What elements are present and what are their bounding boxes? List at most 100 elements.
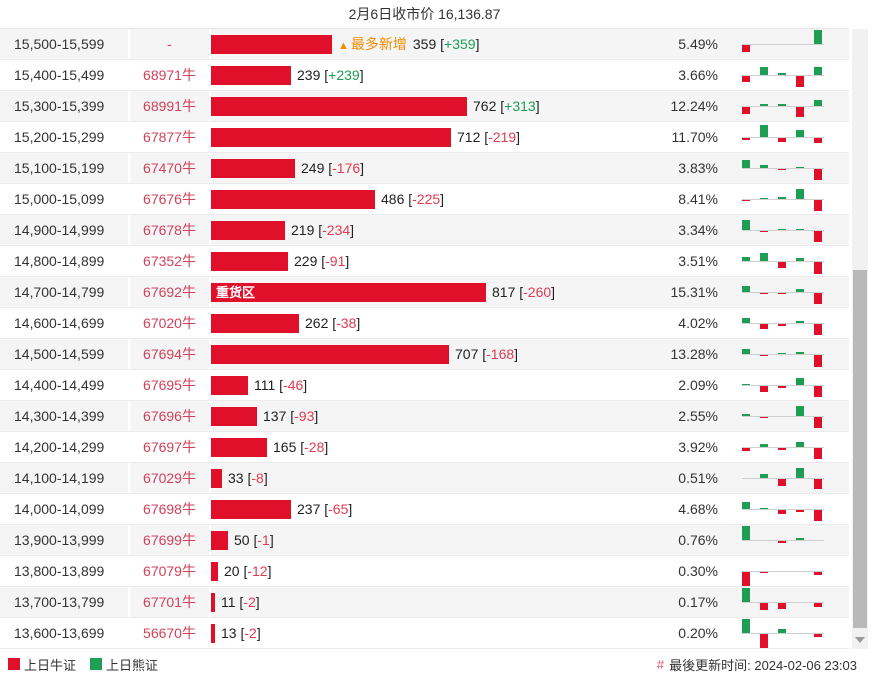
warrant-code[interactable]: 67079牛 — [130, 556, 211, 586]
scrollbar-thumb[interactable] — [853, 270, 867, 628]
bull-spark-bar — [796, 76, 804, 87]
bear-spark-bar — [760, 508, 768, 509]
spark-baseline — [742, 602, 824, 603]
bar-value: 262 — [305, 315, 329, 331]
mini-chart — [718, 122, 849, 152]
warrant-code[interactable]: 68971牛 — [130, 60, 211, 90]
bull-spark-bar — [760, 386, 768, 392]
warrant-code[interactable]: 68991牛 — [130, 91, 211, 121]
spark-area — [742, 370, 824, 400]
warrant-code[interactable]: 67695牛 — [130, 370, 211, 400]
bull-spark-bar — [814, 448, 822, 459]
bear-spark-bar — [760, 165, 768, 168]
price-range-label: 14,700-14,799 — [0, 277, 130, 307]
spark-area — [742, 525, 824, 555]
bear-spark-bar — [742, 526, 750, 540]
bar-change-value: -46 — [283, 377, 304, 393]
bar-cell: 712 [-219] — [211, 122, 632, 152]
bracket-open: [ — [249, 532, 258, 548]
price-range-label: 14,400-14,499 — [0, 370, 130, 400]
warrant-code[interactable]: 67696牛 — [130, 401, 211, 431]
bear-spark-bar — [814, 30, 822, 44]
bracket-close: ] — [360, 160, 365, 176]
bar-value-label: 262 [-38] — [305, 315, 360, 331]
bar-value: 237 — [297, 501, 321, 517]
warrant-code[interactable]: 67699牛 — [130, 525, 211, 555]
bull-spark-bar — [814, 603, 822, 607]
volume-bar — [211, 158, 295, 178]
warrant-code[interactable]: 67697牛 — [130, 432, 211, 462]
price-range-label: 14,000-14,099 — [0, 494, 130, 524]
spark-baseline — [742, 540, 824, 541]
percent-label: 11.70% — [671, 129, 718, 145]
bar-value-label: 359 [+359] — [413, 36, 480, 52]
percent-label: 0.17% — [678, 594, 718, 610]
bar-change-value: -168 — [486, 346, 515, 362]
volume-bar — [211, 65, 291, 85]
bar-value-label: 111 [-46] — [254, 377, 307, 393]
bear-spark-bar — [778, 229, 786, 230]
warrant-code[interactable]: 67701牛 — [130, 587, 211, 617]
bear-spark-bar — [742, 588, 750, 602]
bull-spark-bar — [814, 231, 822, 242]
bull-spark-bar — [742, 76, 750, 82]
bar-value: 707 — [455, 346, 479, 362]
bear-spark-bar — [778, 73, 786, 75]
bull-spark-bar — [760, 572, 768, 573]
bar-change-value: -28 — [304, 439, 325, 455]
bracket-open: [ — [314, 222, 323, 238]
warrant-code[interactable]: 67029牛 — [130, 463, 211, 493]
spark-baseline — [742, 75, 824, 76]
bar-change-value: -2 — [243, 594, 256, 610]
percent-label: 0.30% — [678, 563, 718, 579]
bear-spark-bar — [760, 444, 768, 447]
warrant-code[interactable]: 67698牛 — [130, 494, 211, 524]
percent-label: 12.24% — [670, 98, 718, 114]
bar-change-value: -219 — [488, 129, 517, 145]
bracket-close: ] — [255, 594, 260, 610]
warrant-code[interactable]: 67020牛 — [130, 308, 211, 338]
bear-spark-bar — [796, 189, 804, 199]
bear-spark-bar — [742, 286, 750, 292]
volume-bar — [211, 375, 248, 395]
bar-value: 165 — [273, 439, 297, 455]
bar-value-label: 237 [-65] — [297, 501, 352, 517]
bull-spark-bar — [814, 479, 822, 489]
bear-spark-bar — [796, 352, 804, 354]
percent-label: 3.66% — [678, 67, 718, 83]
bear-spark-bar — [778, 353, 786, 354]
spark-area — [742, 432, 824, 462]
bar-value: 486 — [381, 191, 405, 207]
bull-spark-bar — [742, 448, 750, 451]
volume-bar — [211, 437, 267, 457]
warrant-code[interactable]: 67470牛 — [130, 153, 211, 183]
footer-bar: 上日牛证 上日熊证 # 最後更新时间: 2024-02-06 23:03 — [0, 649, 865, 679]
spark-baseline — [742, 509, 824, 510]
price-range-label: 15,400-15,499 — [0, 60, 130, 90]
warrant-code[interactable]: 67694牛 — [130, 339, 211, 369]
table-row: 15,400-15,499 68971牛 239 [+239] 3.66% — [0, 60, 849, 91]
volume-bar — [211, 313, 299, 333]
mini-chart — [718, 525, 849, 555]
warrant-code[interactable]: 67877牛 — [130, 122, 211, 152]
bracket-close: ] — [356, 315, 361, 331]
spark-baseline — [742, 261, 824, 262]
warrant-code[interactable]: 67692牛 — [130, 277, 211, 307]
mini-chart — [718, 184, 849, 214]
scrollbar-down-arrow-icon[interactable] — [855, 637, 865, 643]
spark-area — [742, 153, 824, 183]
bull-spark-bar — [778, 293, 786, 294]
warrant-code[interactable]: 67678牛 — [130, 215, 211, 245]
table-row: 14,800-14,899 67352牛 229 [-91] 3.51% — [0, 246, 849, 277]
bar-value-label: 11 [-2] — [221, 594, 260, 610]
bull-spark-bar — [778, 262, 786, 268]
warrant-code[interactable]: 67676牛 — [130, 184, 211, 214]
warrant-code[interactable]: 67352牛 — [130, 246, 211, 276]
volume-bar — [211, 499, 291, 519]
bear-spark-bar — [742, 318, 750, 323]
bracket-open: [ — [496, 98, 505, 114]
warrant-code[interactable]: 56670牛 — [130, 618, 211, 648]
bull-spark-bar — [814, 138, 822, 143]
bar-value: 712 — [457, 129, 481, 145]
vertical-scrollbar[interactable] — [852, 29, 868, 649]
